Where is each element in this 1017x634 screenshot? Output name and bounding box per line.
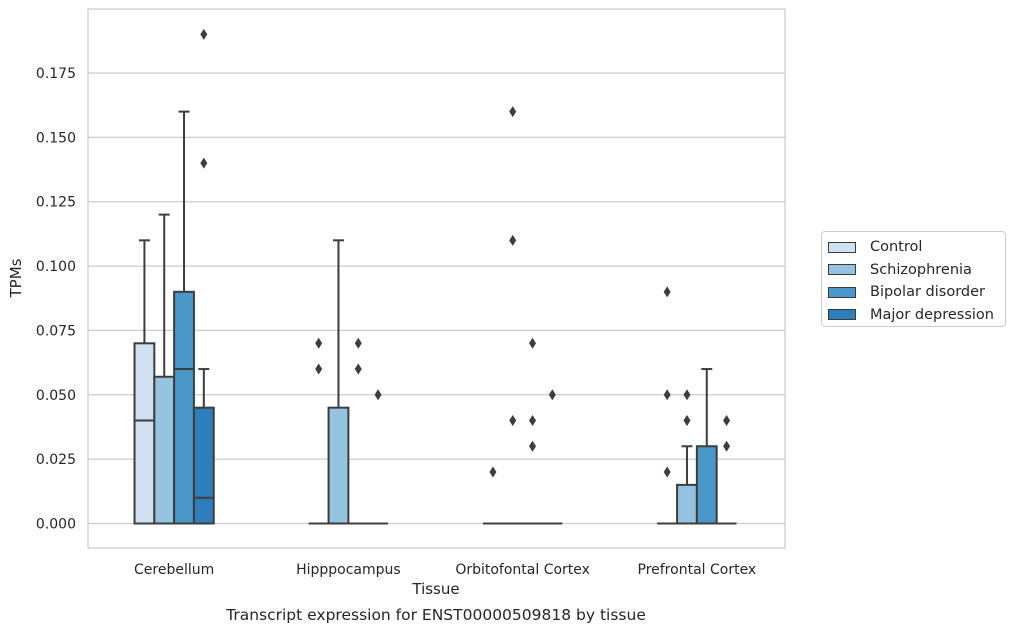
y-axis-label: TPMs	[7, 258, 25, 298]
y-tick-label: 0.000	[36, 517, 76, 533]
outlier-point	[509, 234, 517, 246]
x-tick-label: Prefrontal Cortex	[638, 562, 757, 578]
legend-item: Control	[828, 236, 1005, 259]
box	[676, 483, 698, 525]
legend: Control Schizophrenia Bipolar disorder Majo…	[821, 231, 1006, 327]
x-tick-label: Hipppocampus	[296, 562, 401, 578]
box-major-depression	[192, 28, 215, 525]
box-bipolar-disorder	[695, 368, 718, 525]
box-control	[657, 286, 678, 525]
box-schizophrenia	[502, 106, 523, 525]
legend-swatch	[828, 286, 856, 298]
box-plots	[133, 28, 737, 525]
box-bipolar-disorder	[348, 337, 369, 525]
box	[153, 375, 176, 525]
y-tick-label: 0.075	[36, 323, 76, 339]
box-major-depression	[716, 415, 737, 525]
legend-label: Schizophrenia	[870, 261, 972, 278]
outlier-point	[200, 28, 208, 40]
outlier-point	[529, 440, 537, 452]
legend-label: Bipolar disorder	[870, 284, 985, 301]
outlier-point	[529, 337, 537, 349]
y-tick-label: 0.025	[36, 452, 76, 468]
legend-label: Major depression	[870, 306, 994, 323]
y-tick-label: 0.150	[36, 130, 76, 146]
box	[133, 342, 156, 525]
outlier-point	[663, 466, 671, 478]
outlier-point	[663, 286, 671, 298]
outlier-point	[374, 389, 382, 401]
legend-swatch	[828, 264, 856, 276]
x-tick-label: Cerebellum	[134, 562, 214, 578]
box-major-depression	[368, 389, 388, 525]
legend-label: Control	[870, 239, 923, 256]
outlier-point	[683, 389, 691, 401]
box-bipolar-disorder	[522, 337, 543, 525]
y-tick-label: 0.125	[36, 195, 76, 211]
outlier-point	[315, 363, 323, 375]
x-axis-label: Tissue	[411, 580, 459, 598]
outlier-point	[509, 106, 517, 118]
legend-item: Bipolar disorder	[828, 281, 1005, 304]
box-schizophrenia	[327, 239, 350, 525]
legend-swatch	[828, 241, 856, 253]
outlier-point	[354, 363, 362, 375]
outlier-point	[723, 415, 731, 427]
y-tick-label: 0.175	[36, 66, 76, 82]
box	[327, 406, 350, 525]
y-axis-ticks: 0.000 0.025 0.050 0.075 0.100 0.125 0.150 0.175	[36, 66, 76, 533]
chart-caption: Transcript expression for ENST0000050981…	[226, 606, 646, 624]
box-control	[308, 337, 329, 525]
outlier-point	[529, 415, 537, 427]
legend-swatch	[828, 309, 856, 321]
outlier-point	[548, 389, 556, 401]
box-bipolar-disorder	[173, 110, 195, 525]
legend-item: Schizophrenia	[828, 259, 1005, 282]
box-control	[483, 466, 503, 525]
outlier-point	[354, 337, 362, 349]
outlier-point	[489, 466, 497, 478]
x-tick-label: Orbitofontal Cortex	[455, 562, 590, 578]
x-axis-ticks: Cerebellum Hipppocampus Orbitofontal Corte…	[134, 562, 756, 578]
y-tick-label: 0.100	[36, 259, 76, 275]
outlier-point	[683, 415, 691, 427]
box-schizophrenia	[676, 389, 698, 525]
box-control	[133, 239, 156, 525]
outlier-point	[200, 157, 208, 169]
y-tick-label: 0.050	[36, 388, 76, 404]
outlier-point	[315, 337, 323, 349]
outlier-point	[509, 415, 517, 427]
outlier-point	[723, 440, 731, 452]
box	[695, 445, 718, 525]
box-major-depression	[542, 389, 563, 525]
legend-item: Major depression	[828, 304, 1005, 327]
box	[192, 406, 215, 525]
outlier-point	[663, 389, 671, 401]
box	[173, 290, 195, 525]
